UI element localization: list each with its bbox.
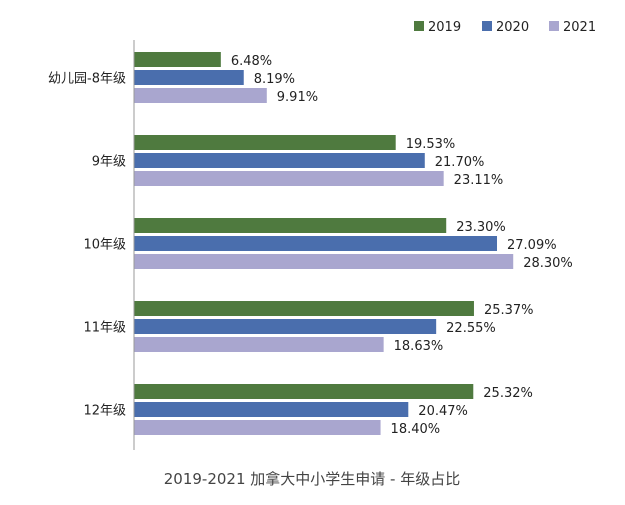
- value-label: 8.19%: [254, 72, 295, 87]
- bar-2021-1: [134, 171, 444, 186]
- category-label: 10年级: [83, 238, 126, 253]
- bar-2021-0: [134, 88, 267, 103]
- bar-2020-3: [134, 319, 437, 334]
- legend-swatch-2019: [414, 21, 424, 31]
- value-label: 6.48%: [231, 54, 272, 69]
- bar-2020-4: [134, 402, 409, 417]
- bar-2019-4: [134, 384, 474, 399]
- bar-2019-2: [134, 218, 447, 233]
- value-label: 18.40%: [391, 422, 441, 437]
- category-label: 11年级: [83, 321, 126, 336]
- bar-2020-2: [134, 236, 498, 251]
- bar-2019-1: [134, 135, 396, 150]
- bar-2020-1: [134, 153, 425, 168]
- value-labels: 6.48%8.19%9.91%19.53%21.70%23.11%23.30%2…: [231, 54, 573, 437]
- value-label: 18.63%: [394, 339, 444, 354]
- bar-2021-4: [134, 420, 381, 435]
- value-label: 9.91%: [277, 90, 318, 105]
- category-labels: 幼儿园-8年级 9年级 10年级 11年级 12年级: [48, 72, 126, 419]
- category-label: 12年级: [83, 404, 126, 419]
- value-label: 20.47%: [418, 404, 468, 419]
- value-label: 25.37%: [484, 303, 534, 318]
- bars: [134, 52, 514, 435]
- legend-label: 2021: [563, 20, 596, 35]
- legend-swatch-2021: [549, 21, 559, 31]
- value-label: 23.30%: [456, 220, 506, 235]
- legend: 2019 2020 2021: [414, 20, 596, 35]
- chart-title: 2019-2021 加拿大中小学生申请 - 年级占比: [164, 470, 460, 488]
- category-label: 9年级: [92, 155, 126, 170]
- legend-label: 2020: [496, 20, 529, 35]
- bar-2021-2: [134, 254, 514, 269]
- value-label: 22.55%: [446, 321, 496, 336]
- value-label: 25.32%: [483, 386, 533, 401]
- value-label: 27.09%: [507, 238, 557, 253]
- legend-label: 2019: [428, 20, 461, 35]
- value-label: 28.30%: [523, 256, 573, 271]
- bar-2019-3: [134, 301, 474, 316]
- value-label: 21.70%: [435, 155, 485, 170]
- legend-swatch-2020: [482, 21, 492, 31]
- bar-2019-0: [134, 52, 221, 67]
- bar-2021-3: [134, 337, 384, 352]
- category-label: 幼儿园-8年级: [48, 72, 126, 87]
- value-label: 23.11%: [454, 173, 504, 188]
- bar-2020-0: [134, 70, 244, 85]
- value-label: 19.53%: [406, 137, 456, 152]
